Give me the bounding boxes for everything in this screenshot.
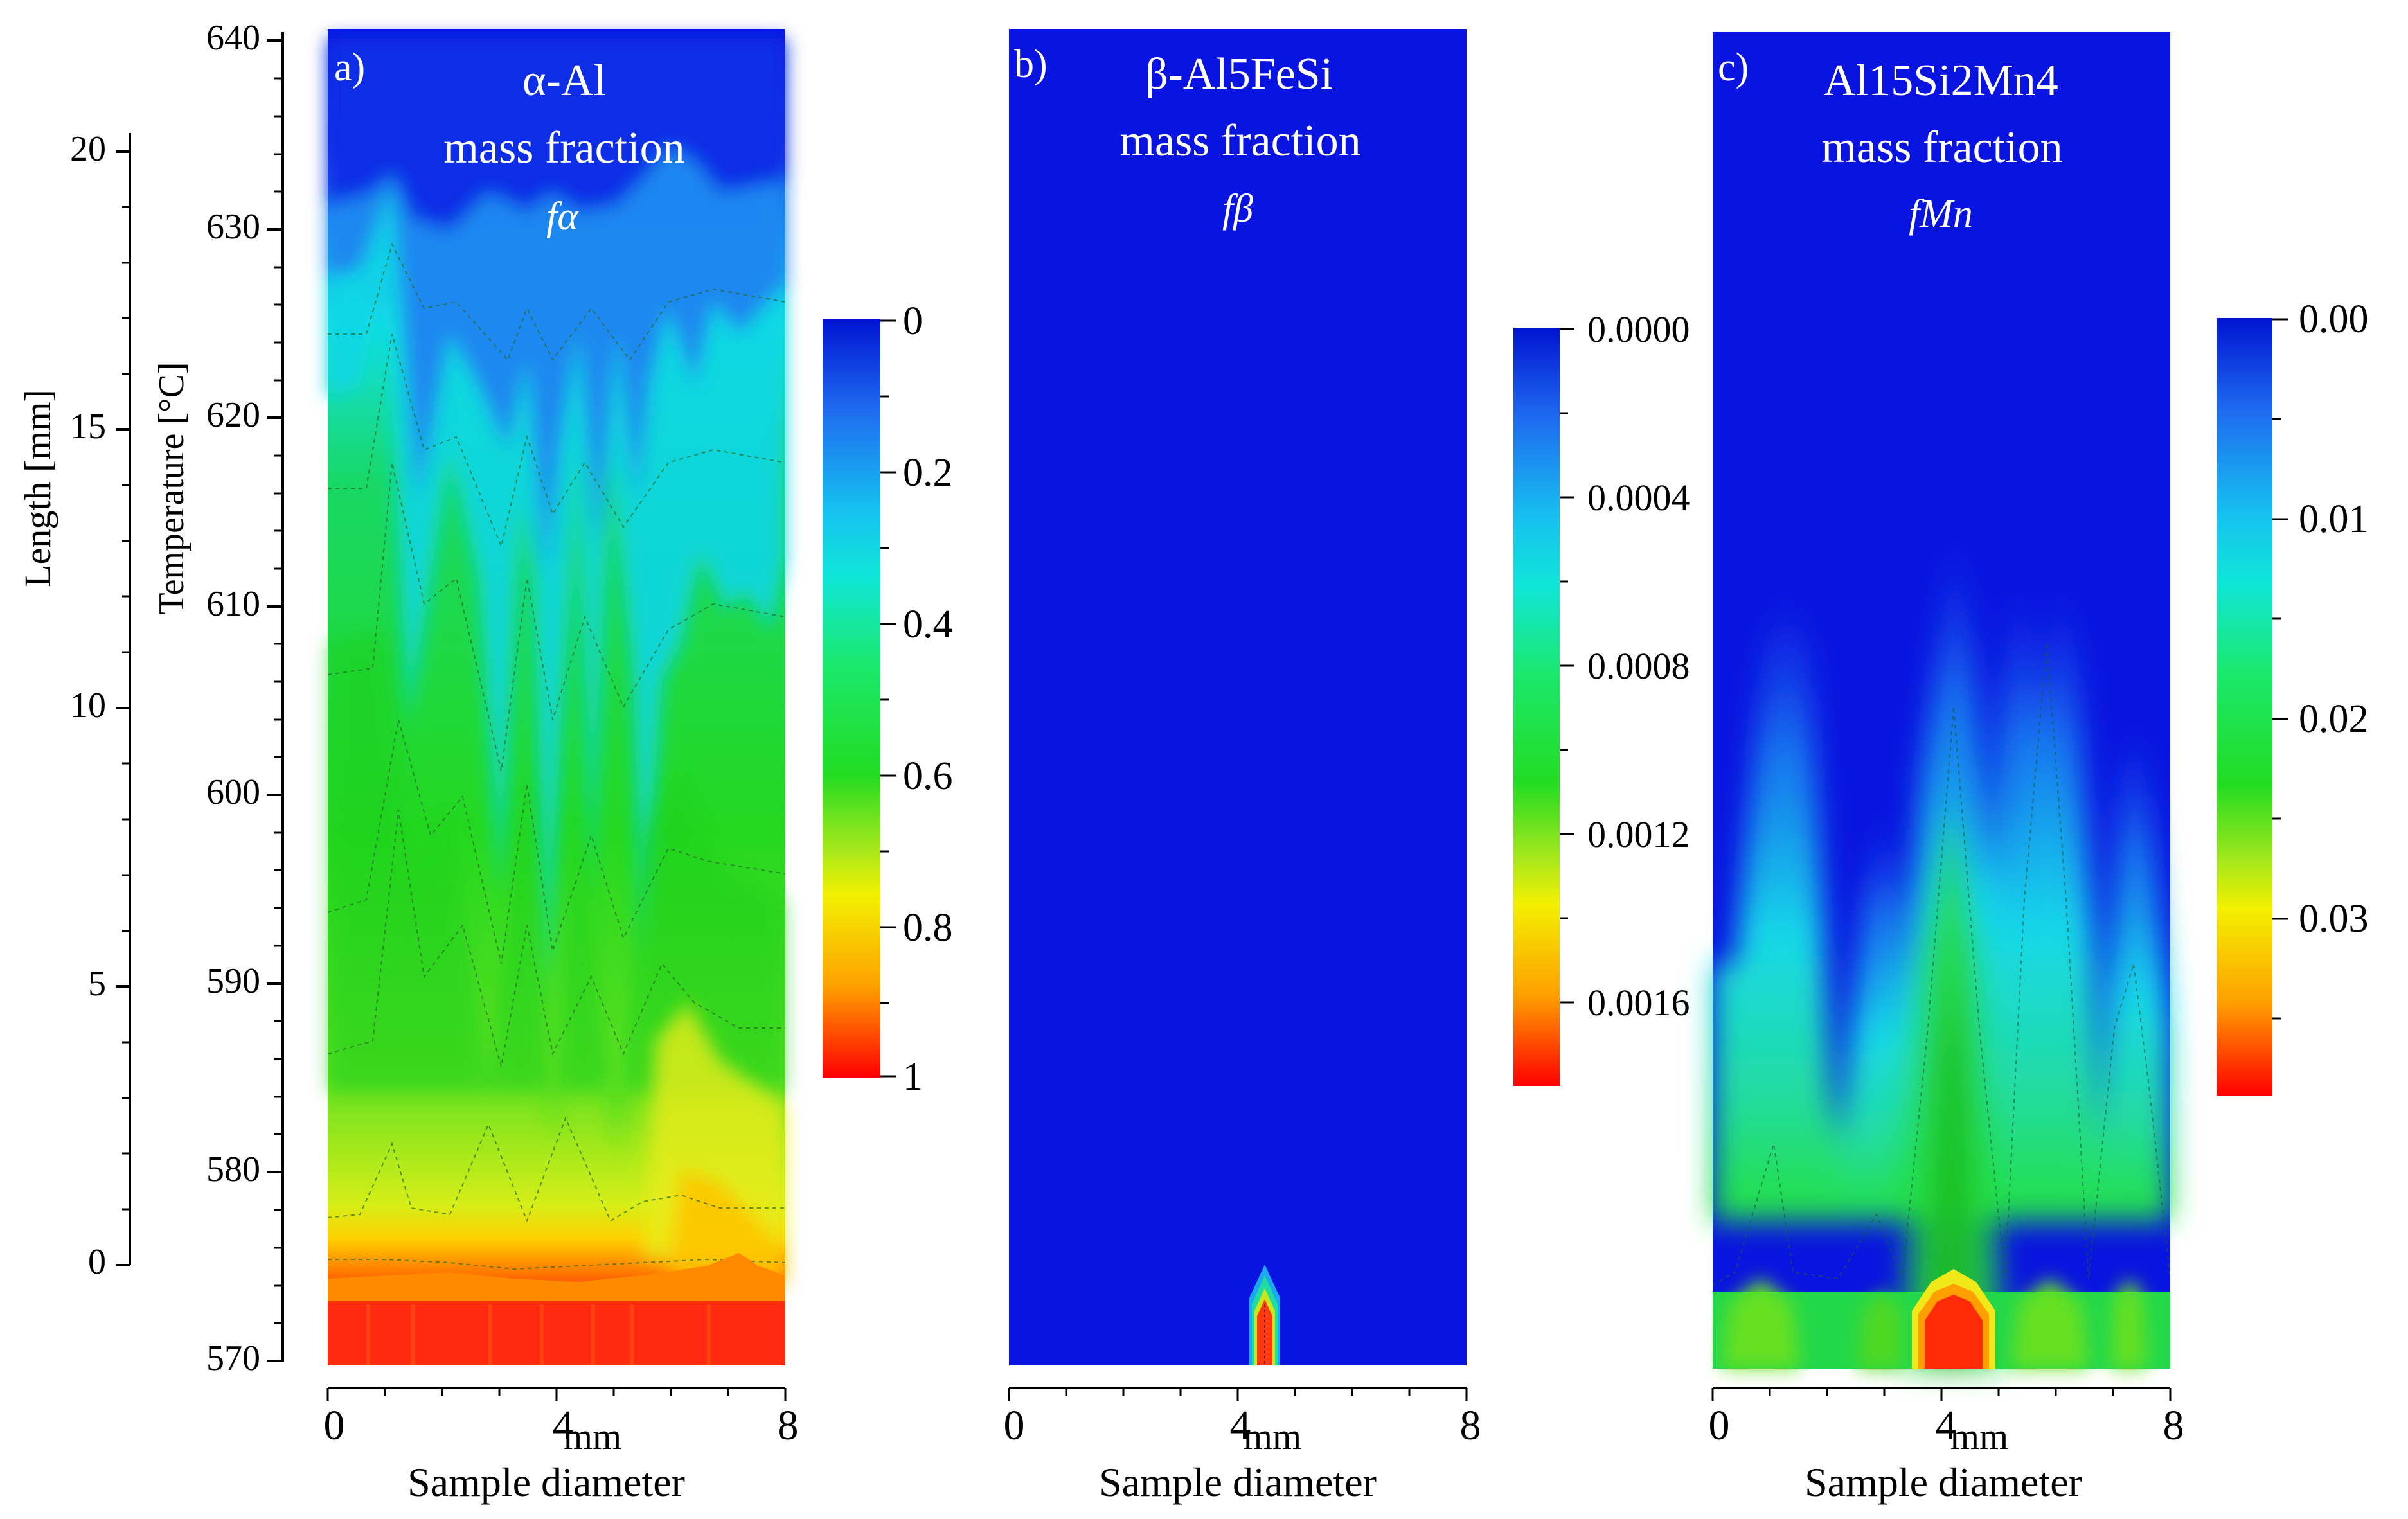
heatmap-a-orange-band <box>328 1253 785 1301</box>
x-axis-c-ticks <box>1711 1388 2172 1401</box>
heatmap-c-hotspot <box>1912 1269 1995 1369</box>
colorbar-b-label: 0.0008 <box>1587 645 1690 687</box>
temperature-tick-label: 570 <box>206 1338 260 1378</box>
x-tick-label-a: 4 <box>553 1402 574 1449</box>
chart-title-c-line1: Al15Si2Mn4 <box>1823 56 2058 105</box>
heatmap-c-plumes <box>1713 527 2170 1369</box>
heatmap-b-peak <box>1249 1265 1280 1365</box>
colorbar-c-label: 0.02 <box>2299 697 2369 741</box>
x-tick-label-c: 8 <box>2163 1402 2184 1449</box>
chart-title-a-line1: α-Al <box>522 56 606 105</box>
temperature-tick-label: 620 <box>206 395 260 435</box>
length-tick-label: 20 <box>70 129 106 169</box>
chart-title-c-line2: mass fraction <box>1821 123 2062 172</box>
x-axis-label-b: Sample diameter <box>1099 1459 1377 1505</box>
chart-title-a-line3: fα <box>546 195 579 238</box>
colorbar-a-label: 0.4 <box>903 603 953 646</box>
colorbar-c-label: 0.01 <box>2299 497 2369 541</box>
panel-a: 0 5 10 15 20 Length [mm] <box>17 18 953 1505</box>
heatmap-c-bottom-detail <box>1722 1279 2146 1369</box>
temperature-axis-ticks <box>267 39 283 1362</box>
heatmap-a-yellow <box>643 1002 785 1285</box>
x-tick-label-c: 0 <box>1709 1402 1730 1449</box>
colorbar-b <box>1513 328 1560 1086</box>
heatmap-a-front <box>328 39 785 1002</box>
colorbar-b-ticks <box>1560 328 1574 1004</box>
colorbar-b-label: 0.0000 <box>1587 308 1690 350</box>
heatmap-b-field <box>1009 29 1467 1365</box>
heatmap-a <box>327 29 786 1365</box>
panel-label-c: c) <box>1718 46 1749 89</box>
temperature-tick-label: 600 <box>206 772 260 812</box>
temperature-tick-label: 640 <box>206 18 260 58</box>
x-tick-label-a: 8 <box>778 1402 799 1449</box>
x-tick-label-b: 0 <box>1004 1402 1025 1449</box>
colorbar-a-label: 0.2 <box>903 451 953 495</box>
colorbar-a-label: 0.6 <box>903 754 953 798</box>
x-tick-label-b: 4 <box>1230 1402 1251 1449</box>
panel-c: c) Al15Si2Mn4 mass fraction fMn 0 4 8 mm… <box>1709 32 2369 1505</box>
colorbar-a-label: 1 <box>903 1055 923 1099</box>
x-tick-label-a: 0 <box>324 1402 345 1449</box>
x-unit-a: mm <box>564 1416 621 1457</box>
x-tick-label-c: 4 <box>1936 1402 1957 1449</box>
x-axis-label-c: Sample diameter <box>1805 1459 2082 1505</box>
colorbar-b-label: 0.0004 <box>1587 477 1690 519</box>
chart-title-b-line2: mass fraction <box>1119 116 1360 166</box>
x-unit-c: mm <box>1950 1416 2008 1457</box>
temperature-tick-label: 630 <box>206 207 260 247</box>
panel-label-b: b) <box>1014 42 1048 86</box>
colorbar-c-label: 0.00 <box>2299 298 2369 341</box>
length-axis-label: Length [mm] <box>17 389 58 587</box>
chart-title-a-line2: mass fraction <box>443 123 684 173</box>
x-unit-b: mm <box>1244 1416 1301 1457</box>
colorbar-c-label: 0.03 <box>2299 897 2369 941</box>
x-axis-a-ticks <box>326 1388 787 1401</box>
colorbar-c <box>2217 318 2272 1096</box>
heatmap-a-isolines <box>327 242 786 1270</box>
colorbar-b-label: 0.0016 <box>1587 982 1690 1024</box>
temperature-tick-label: 580 <box>206 1150 260 1189</box>
x-axis-b-ticks <box>1008 1388 1468 1401</box>
heatmap-c-isolines <box>1712 642 2171 1286</box>
x-tick-label-b: 8 <box>1460 1402 1481 1449</box>
length-tick-label: 5 <box>88 964 106 1004</box>
chart-title-c-line3: fMn <box>1909 192 1973 236</box>
x-axis-label-a: Sample diameter <box>407 1459 685 1505</box>
chart-title-b-line3: fβ <box>1222 187 1253 231</box>
length-tick-label: 0 <box>88 1242 106 1282</box>
colorbar-a <box>823 319 880 1078</box>
temperature-tick-label: 590 <box>206 961 260 1001</box>
colorbar-a-label: 0 <box>903 299 923 343</box>
temperature-axis-label: Temperature [°C] <box>152 362 192 614</box>
length-axis-ticks <box>116 150 130 1266</box>
temperature-tick-label: 610 <box>206 584 260 624</box>
panel-b: b) β-Al5FeSi mass fraction fβ 0 4 8 mm S… <box>1004 29 1690 1505</box>
heatmap-a-liquid-band <box>328 1292 785 1365</box>
colorbar-b-label: 0.0012 <box>1587 813 1690 855</box>
length-tick-label: 15 <box>70 407 106 447</box>
colorbar-c-ticks <box>2272 318 2288 1020</box>
length-tick-label: 10 <box>70 686 106 725</box>
chart-title-b-line1: β-Al5FeSi <box>1145 49 1333 99</box>
colorbar-a-label: 0.8 <box>903 906 953 950</box>
panel-label-a: a) <box>334 46 365 89</box>
heatmap-a-streaks <box>366 1304 711 1365</box>
colorbar-a-ticks <box>880 319 896 1078</box>
